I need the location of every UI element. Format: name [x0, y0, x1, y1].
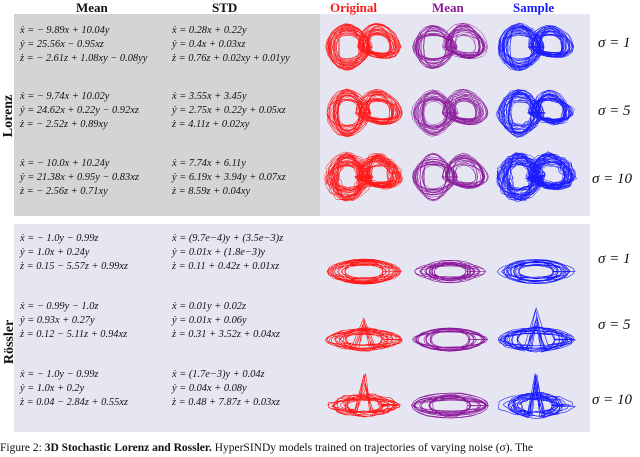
attractor-trajectory	[325, 22, 402, 71]
lorenz-mean-equations-1: ẋ = − 9.89x + 10.04y ẏ = 25.56x − 0.95xz ż…	[20, 25, 148, 65]
attractor-trajectory	[411, 88, 489, 137]
sigma-label-rossler-2: σ = 5	[598, 317, 631, 333]
attractor-trajectory	[327, 373, 402, 418]
lorenz-original-plot-2	[326, 88, 403, 138]
attractor-trajectory	[495, 89, 575, 138]
rossler-std-equations-3: ẋ = (1.7e−3)y + 0.04z ẏ = 0.04x + 0.08y ż …	[172, 369, 280, 409]
lorenz-mean-plot-3	[412, 152, 489, 202]
attractor-trajectory	[412, 327, 488, 352]
lorenz-sample-plot-3	[496, 151, 578, 203]
rossler-mean-plot-2	[412, 327, 488, 352]
attractor-trajectory	[412, 22, 488, 70]
lorenz-std-equations-1: ẋ = 0.28x + 0.22y ẏ = 0.4x + 0.03xz ż = 0.…	[172, 25, 290, 65]
lorenz-original-plot-1	[325, 22, 402, 71]
std-column-header: STD	[212, 0, 238, 15]
lorenz-equations-panel	[14, 14, 320, 216]
rossler-sample-plot-3	[498, 373, 576, 419]
rossler-sample-plot-2	[497, 307, 576, 353]
attractor-trajectory	[412, 152, 489, 202]
original-column-header: Original	[330, 0, 377, 15]
lorenz-sample-plot-1	[498, 22, 575, 72]
attractor-trajectory	[497, 307, 576, 353]
sample-column-header: Sample	[513, 0, 555, 15]
rossler-original-plot-3	[327, 373, 402, 418]
sigma-label-rossler-1: σ = 1	[598, 251, 631, 267]
attractor-trajectory	[324, 317, 403, 352]
lorenz-std-equations-2: ẋ = 3.55x + 3.45y ẏ = 2.75x + 0.22y + 0.0…	[172, 91, 286, 131]
attractor-trajectory	[411, 392, 489, 419]
lorenz-mean-equations-2: ẋ = − 9.74x + 10.02y ẏ = 24.62x + 0.22y −…	[20, 91, 139, 131]
rossler-mean-equations-3: ẋ = − 1.0y − 0.99z ẏ = 1.0x + 0.2y ż = 0.0…	[20, 369, 128, 409]
sigma-label-lorenz-1: σ = 1	[598, 35, 631, 51]
attractor-trajectory	[326, 88, 403, 138]
attractor-trajectory	[323, 151, 404, 202]
mean-plot-column-header: Mean	[432, 0, 464, 15]
lorenz-label: Lorenz	[1, 94, 16, 138]
rossler-sample-plot-1	[497, 259, 576, 284]
caption-title: 3D Stochastic Lorenz and Rossler.	[44, 442, 212, 454]
attractor-trajectory	[497, 259, 576, 284]
sigma-label-rossler-3: σ = 10	[592, 392, 633, 408]
attractor-trajectory	[414, 260, 486, 284]
rossler-original-plot-2	[324, 317, 403, 352]
rossler-original-plot-1	[326, 258, 402, 285]
attractor-trajectory	[498, 373, 576, 419]
rossler-std-equations-2: ẋ = 0.01y + 0.02z ẏ = 0.01x + 0.06y ż = 0.…	[172, 301, 280, 341]
attractor-trajectory	[326, 258, 402, 285]
lorenz-mean-plot-1	[412, 22, 488, 70]
caption-prefix: Figure 2:	[0, 442, 45, 454]
lorenz-mean-equations-3: ẋ = − 10.0x + 10.24y ẏ = 21.38x + 0.95y −…	[20, 158, 139, 198]
rossler-panel	[14, 224, 590, 432]
attractor-trajectory	[496, 151, 578, 203]
caption-text: HyperSINDy models trained on trajectorie…	[211, 442, 534, 454]
lorenz-mean-plot-2	[411, 88, 489, 137]
mean-column-header: Mean	[76, 0, 108, 15]
figure-caption: Figure 2: 3D Stochastic Lorenz and Rossl…	[0, 442, 640, 454]
sigma-label-lorenz-2: σ = 5	[598, 103, 631, 119]
sigma-label-lorenz-3: σ = 10	[592, 171, 633, 187]
rossler-mean-plot-1	[414, 260, 486, 284]
rossler-label: Rössler	[2, 319, 17, 365]
rossler-mean-equations-2: ẋ = − 0.99y − 1.0z ẏ = 0.93x + 0.27y ż = 0…	[20, 301, 128, 341]
rossler-mean-equations-1: ẋ = − 1.0y − 0.99z ẏ = 1.0x + 0.24y ż = 0.…	[20, 233, 128, 273]
lorenz-original-plot-3	[323, 151, 404, 202]
lorenz-std-equations-3: ẋ = 7.74x + 6.11y ẏ = 6.19x + 3.94y + 0.0…	[172, 158, 286, 198]
lorenz-sample-plot-2	[495, 89, 575, 138]
attractor-trajectory	[498, 22, 575, 72]
rossler-std-equations-1: ẋ = (9.7e−4)y + (3.5e−3)z ẏ = 0.01x + (1.…	[172, 233, 284, 273]
rossler-mean-plot-3	[411, 392, 489, 419]
